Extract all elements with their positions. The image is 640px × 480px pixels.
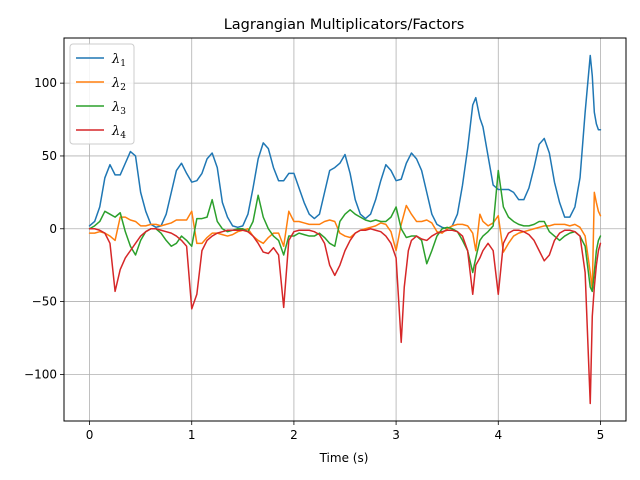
series-line-lambda-3 [88,169,602,293]
series-line-lambda-4 [88,228,602,405]
y-tick-label: 0 [49,222,57,236]
legend-label-subscript: 2 [120,83,126,93]
x-tick-label: 2 [290,428,298,442]
y-tick-label: 50 [42,149,57,163]
legend-label-lambda-3: λ3 [111,100,126,117]
legend-label-lambda-2: λ2 [111,76,126,93]
y-tick-label: −100 [24,367,57,381]
chart-title: Lagrangian Multiplicators/Factors [224,17,465,33]
x-axis-label: Time (s) [319,451,369,465]
x-tick-label: 3 [392,428,400,442]
legend-label-base: λ [111,100,120,115]
x-tick-label: 1 [188,428,196,442]
y-tick-label: −50 [32,295,57,309]
series-layer [88,54,602,405]
series-line-lambda-1 [88,54,602,230]
x-tick-label: 0 [86,428,94,442]
x-tick-label: 5 [597,428,605,442]
x-axis: 0 1 2 3 4 5 [86,421,605,442]
y-tick-label: 100 [34,76,57,90]
legend-label-base: λ [111,124,120,139]
legend-label-base: λ [111,52,120,67]
y-axis: −100 −50 0 50 100 [24,76,64,381]
legend-box [69,43,135,145]
legend-label-subscript: 3 [120,107,126,117]
legend-label-lambda-4: λ4 [111,124,126,141]
legend-label-lambda-1: λ1 [111,52,126,69]
plot-frame [63,37,627,422]
x-tick-label: 4 [494,428,502,442]
legend-label-subscript: 1 [120,59,126,69]
legend-label-subscript: 4 [120,131,126,141]
legend-label-base: λ [111,76,120,91]
